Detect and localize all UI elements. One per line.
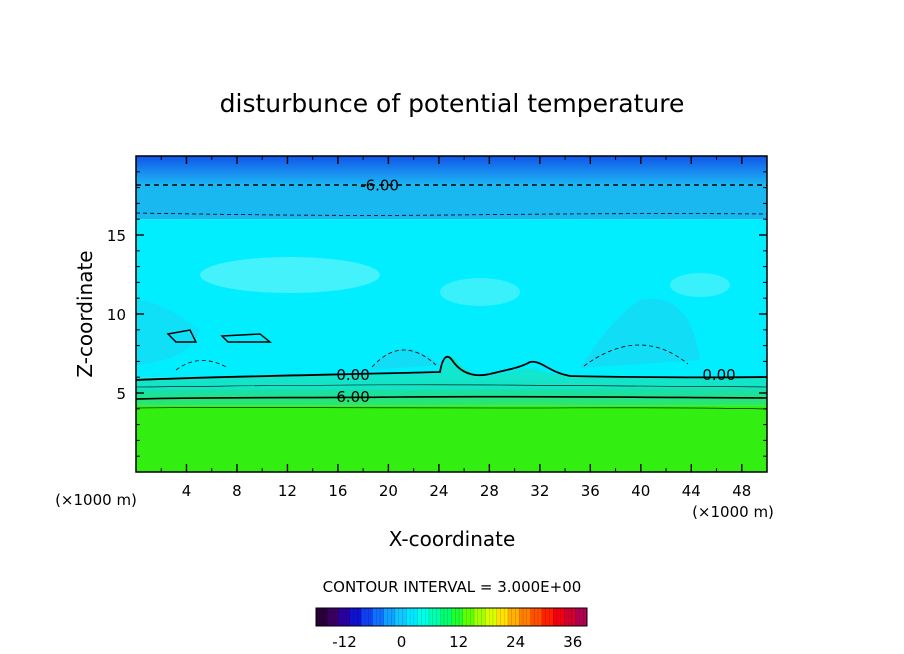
field-layer-surface-band [136, 405, 767, 472]
colorbar-tick-label: 0 [397, 633, 407, 651]
colorbar-tick-label: 24 [506, 633, 525, 651]
chart-title: disturbunce of potential temperature [220, 89, 685, 118]
colorbar-tick-label: 12 [449, 633, 468, 651]
colorbar-swatch [361, 608, 373, 626]
axis-ticks [136, 156, 767, 472]
y-tick-label: 10 [107, 306, 126, 324]
colorbar-swatch [541, 608, 554, 626]
x-tick-label: 48 [732, 482, 751, 500]
contour-lines [136, 184, 767, 410]
colorbar-swatch [327, 608, 340, 626]
colorbar-swatch [395, 608, 407, 626]
colorbar-swatch [383, 608, 396, 626]
x-tick-label: 28 [480, 482, 499, 500]
colorbar-tick-label: -12 [332, 633, 357, 651]
x-tick-label: 40 [631, 482, 650, 500]
colorbar-swatch [349, 608, 362, 626]
y-tick-label: 5 [116, 385, 126, 403]
colorbar-swatch [451, 608, 464, 626]
x-tick-label: 44 [682, 482, 701, 500]
field-layer-upper-layer [136, 184, 767, 220]
colorbar-swatch [564, 608, 577, 626]
colorbar-swatch [316, 608, 328, 626]
colorbar-swatch [462, 608, 475, 626]
plot-area: -6.00 0.00 0.00 6.00 [136, 156, 767, 472]
colorbar-swatch [507, 608, 520, 626]
colorbar-swatch [575, 608, 588, 626]
colorbar-swatch [338, 608, 351, 626]
x-tick-label: 20 [379, 482, 398, 500]
colorbar [316, 608, 588, 626]
colorbar-swatch [474, 608, 486, 626]
x-axis-label: X-coordinate [389, 527, 516, 551]
colorbar-swatch [406, 608, 419, 626]
colorbar-frame [315, 607, 588, 627]
field-layer-top-layer [136, 156, 767, 185]
x-tick-label: 8 [232, 482, 242, 500]
colorbar-swatch [428, 608, 441, 626]
colorbar-swatch [372, 608, 385, 626]
contour-interval-text: CONTOUR INTERVAL = 3.000E+00 [323, 578, 582, 596]
colorbar-swatch [519, 608, 532, 626]
colorbar-tick-label: 36 [563, 633, 582, 651]
contour-label: 0.00 [336, 366, 369, 384]
x-tick-label: 24 [429, 482, 448, 500]
y-tick-label: 15 [107, 227, 126, 245]
contour-label: 0.00 [702, 366, 735, 384]
y-axis-label: Z-coordinate [73, 250, 97, 377]
colorbar-swatch [530, 608, 543, 626]
contour-label: 6.00 [336, 388, 369, 406]
x-tick-label: 16 [328, 482, 347, 500]
x-tick-label: 12 [278, 482, 297, 500]
x-unit-label: (×1000 m) [692, 503, 774, 521]
x-tick-label: 32 [530, 482, 549, 500]
colorbar-swatch [417, 608, 430, 626]
x-tick-label: 36 [581, 482, 600, 500]
y-unit-label: (×1000 m) [55, 491, 137, 509]
colorbar-swatch [496, 608, 509, 626]
colorbar-swatch [440, 608, 452, 626]
contour-label: -6.00 [360, 176, 399, 194]
x-tick-label: 4 [182, 482, 192, 500]
colorbar-swatch [485, 608, 498, 626]
colorbar-swatch [553, 608, 565, 626]
